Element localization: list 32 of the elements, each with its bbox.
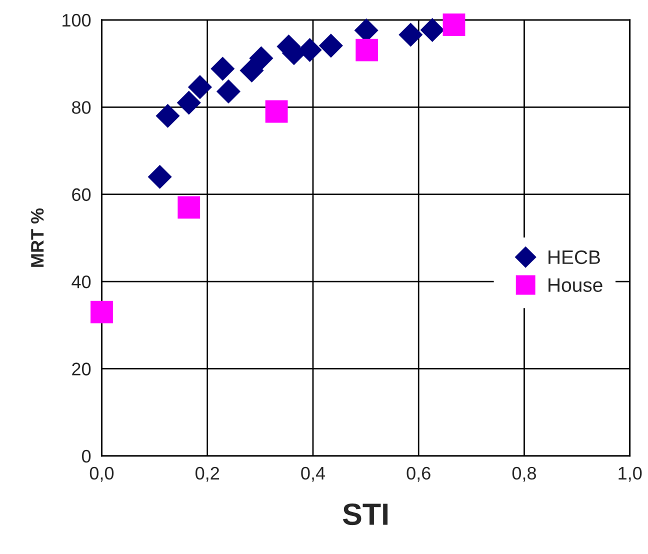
point: [249, 46, 274, 70]
point: [240, 58, 264, 83]
x-tick-label: 0,2: [196, 466, 220, 482]
point: [318, 34, 343, 58]
x-tick-label: 0,8: [512, 466, 536, 482]
legend-label: House: [548, 278, 602, 292]
point: [188, 75, 212, 100]
y-tick-label: 100: [62, 14, 91, 27]
y-axis-title: MRT %: [31, 208, 44, 267]
point: [442, 14, 466, 36]
x-tick-label: 0,6: [406, 466, 430, 482]
y-tick-label: 20: [72, 362, 91, 376]
point: [176, 90, 201, 115]
y-tick-label: 0: [82, 450, 91, 463]
point: [420, 18, 444, 42]
x-tick-label: 1,0: [618, 466, 642, 482]
point: [156, 104, 180, 128]
legend-label: HECB: [548, 250, 600, 264]
point: [356, 38, 378, 62]
x-tick-label: 0,0: [90, 466, 114, 482]
point: [216, 79, 241, 104]
x-axis-title: STI: [342, 503, 388, 526]
y-tick-label: 40: [72, 275, 91, 288]
point: [178, 196, 200, 219]
point: [210, 56, 235, 81]
y-tick-label: 60: [72, 188, 91, 202]
point: [398, 22, 423, 47]
point: [90, 300, 113, 324]
y-tick-label: 80: [72, 101, 91, 114]
x-tick-label: 0,4: [301, 466, 326, 482]
point: [265, 100, 288, 123]
point: [148, 164, 172, 189]
